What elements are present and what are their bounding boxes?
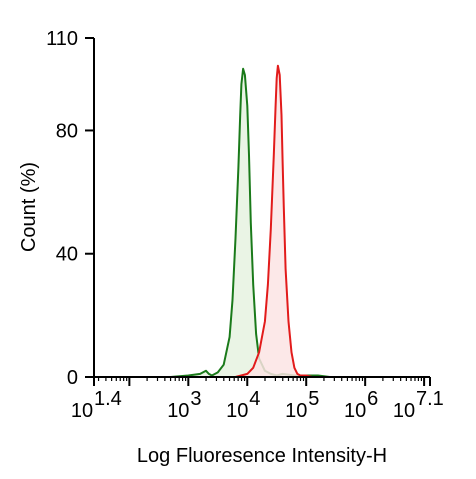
y-tick-label: 0 [67,367,78,389]
x-tick-exponent: 3 [190,388,201,410]
x-tick-label: 10 [393,400,415,422]
x-tick-exponent: 4 [249,388,260,410]
x-tick-label: 10 [344,400,366,422]
series-layer [170,64,330,378]
x-tick-exponent: 7.1 [416,388,444,410]
y-tick-label: 40 [56,244,78,266]
x-tick-exponent: 6 [367,388,378,410]
x-tick-label: 10 [71,400,93,422]
x-tick-exponent: 5 [308,388,319,410]
y-ticks: 0 40 80 110 [46,28,94,389]
y-axis-title: Count (%) [18,162,40,252]
series-2-line [235,64,313,378]
x-tick-exponent: 1.4 [94,388,122,410]
x-tick-label: 10 [285,400,307,422]
x-axis-title: Log Fluoresence Intensity-H [137,445,387,467]
series-2-fill [235,65,313,377]
x-tick-label: 10 [226,400,248,422]
y-tick-label: 80 [56,120,78,142]
axes-layer [93,38,430,378]
x-tick-label: 10 [167,400,189,422]
y-tick-label: 110 [46,28,78,50]
